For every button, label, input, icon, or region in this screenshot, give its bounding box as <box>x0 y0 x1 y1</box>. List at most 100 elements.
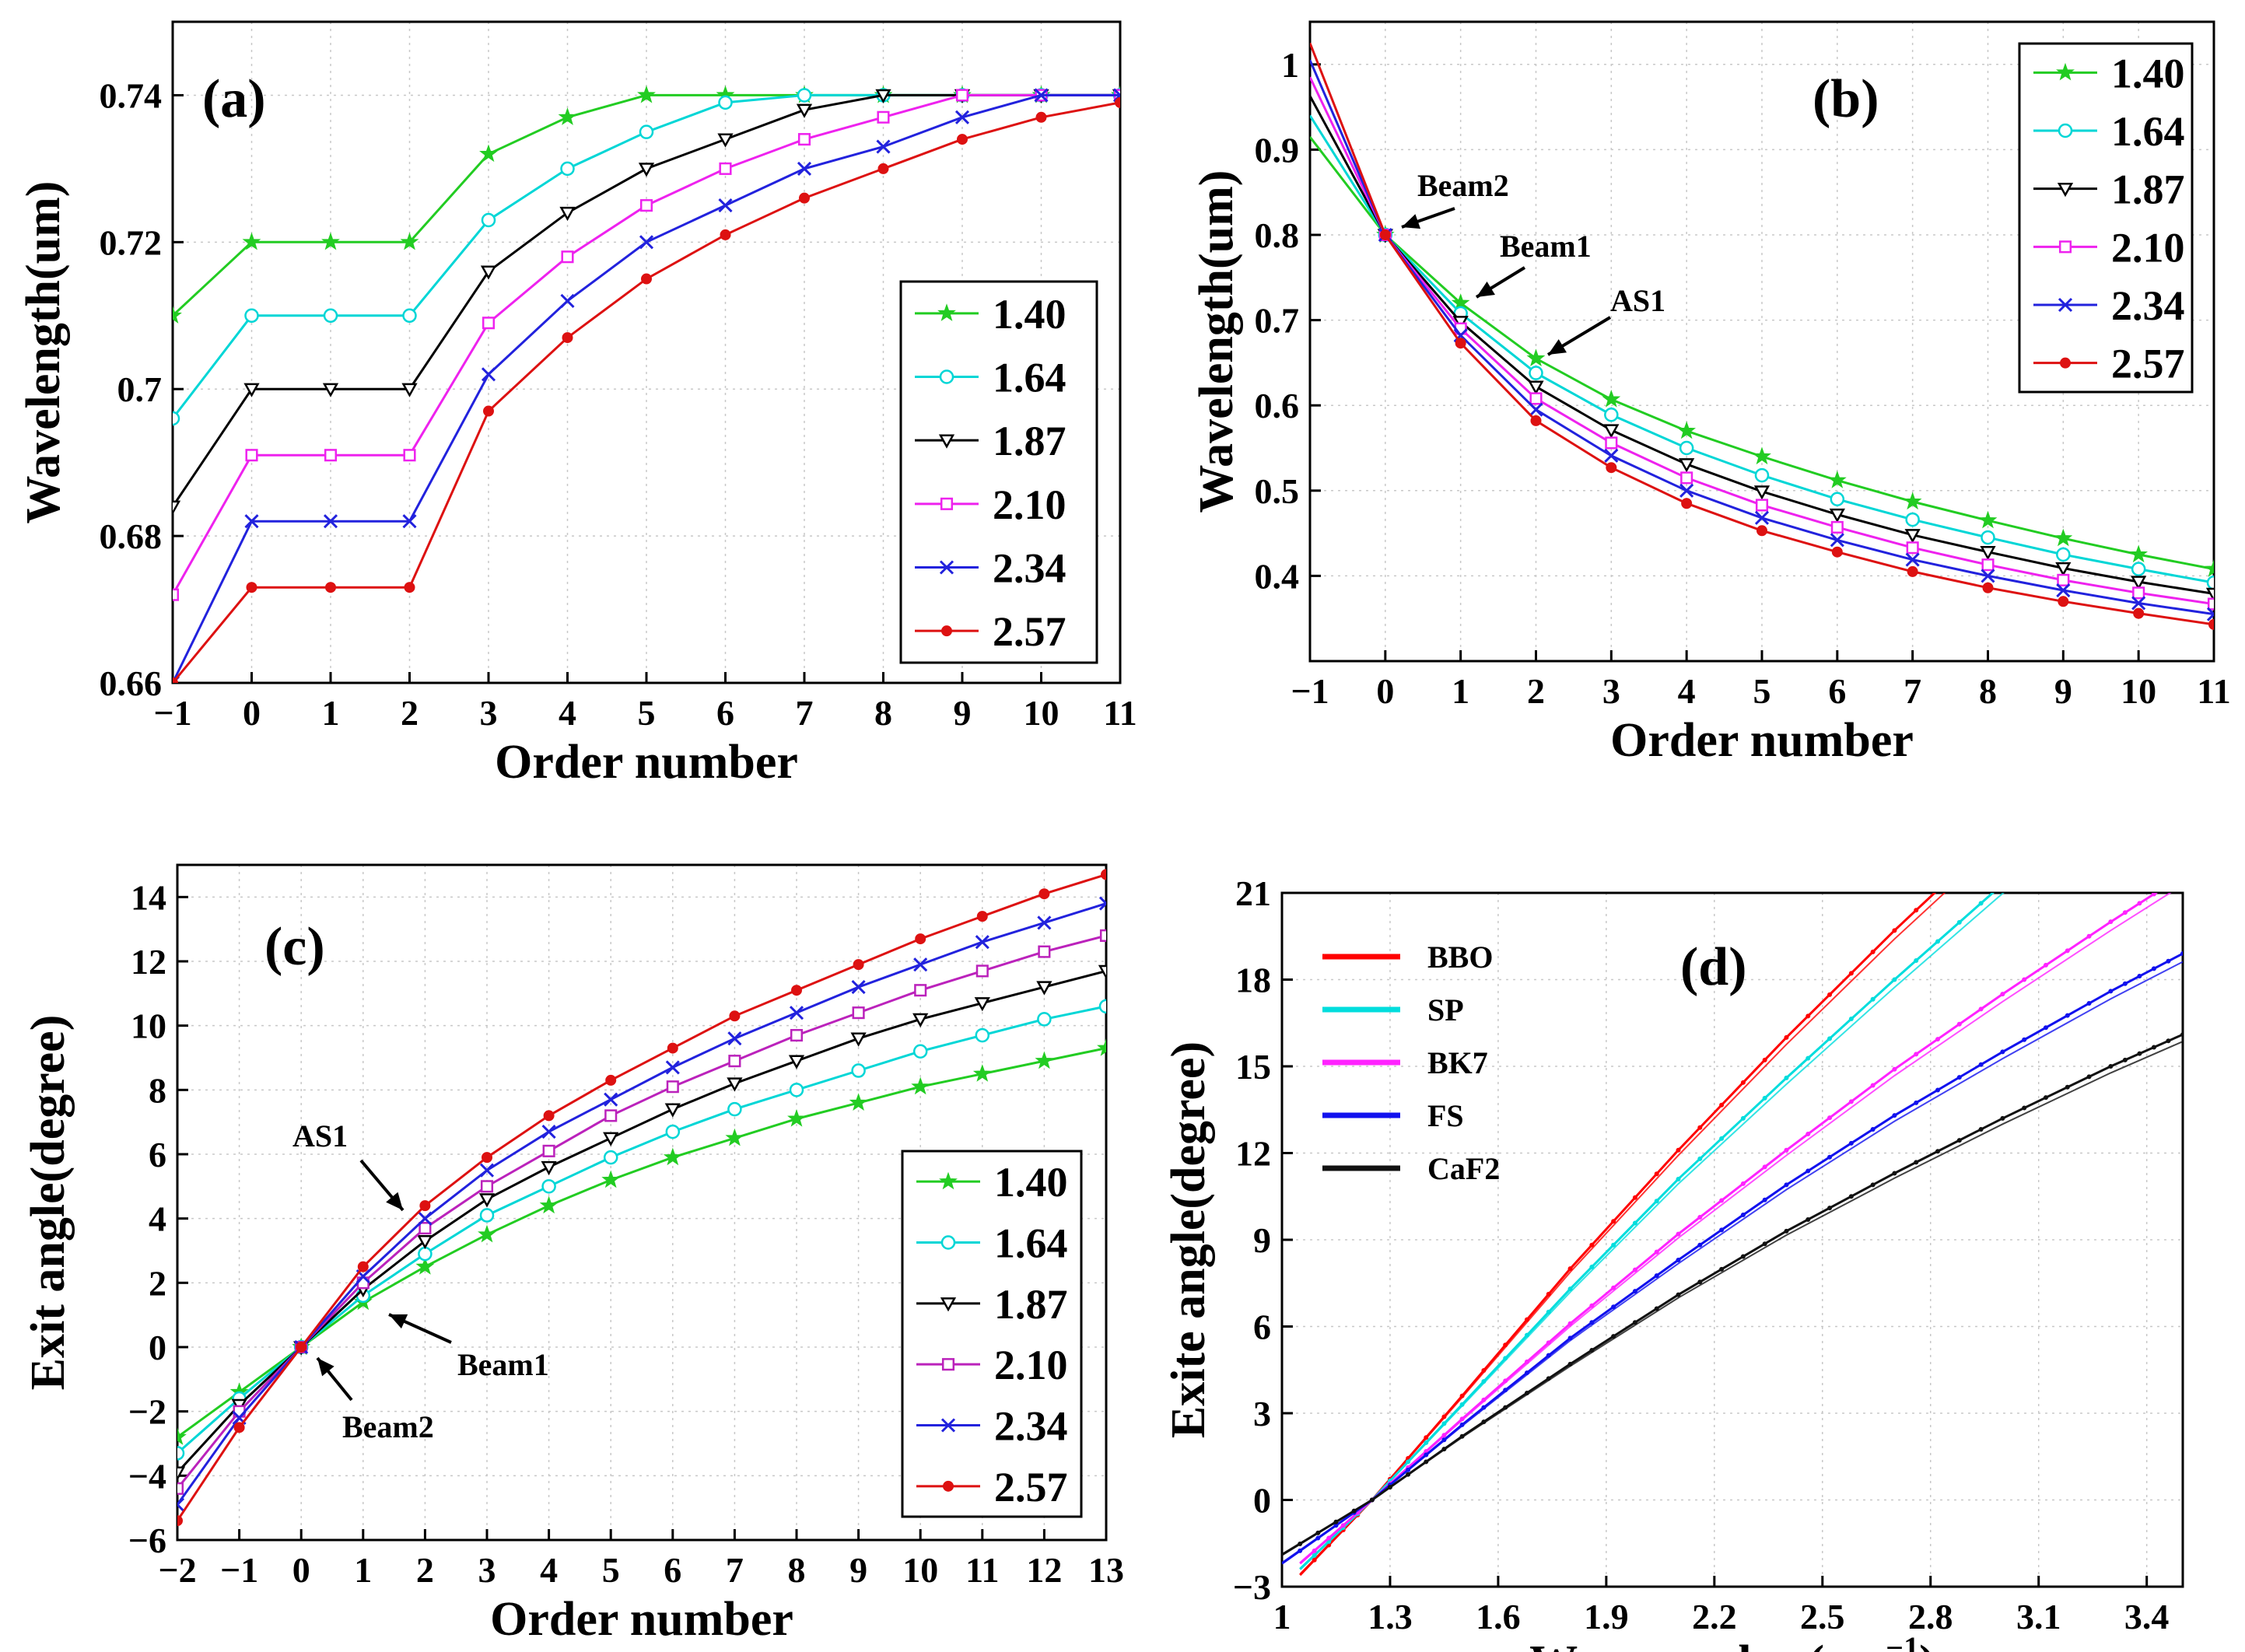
data-point-BK7 <box>1740 1181 1746 1186</box>
data-point-BBO <box>1805 1013 1811 1019</box>
annotation-beam2: Beam2 <box>1417 168 1509 203</box>
data-point-CaF2 <box>1567 1361 1573 1367</box>
data-point-2.10 <box>245 449 258 462</box>
data-point-1.40 <box>911 1076 930 1095</box>
data-point-2.10 <box>1680 471 1693 485</box>
data-point-1.64 <box>2056 547 2071 562</box>
data-point-CaF2 <box>1762 1241 1767 1247</box>
data-point-BBO <box>1567 1266 1573 1272</box>
legend-label: 2.10 <box>993 481 1066 528</box>
legend-label: 2.34 <box>993 545 1066 592</box>
data-point-BBO <box>1459 1393 1465 1398</box>
y-tick-label: 14 <box>131 877 166 917</box>
data-point-FS <box>1567 1335 1573 1341</box>
data-point-2.57 <box>1606 462 1617 474</box>
data-point-1.40 <box>400 232 419 250</box>
data-point-2.57 <box>1101 869 1106 880</box>
data-point-2.34 <box>851 980 866 995</box>
data-point-CaF2 <box>1740 1254 1746 1259</box>
legend-label: 2.10 <box>994 1342 1068 1388</box>
data-point-2.34 <box>1034 88 1049 103</box>
data-point-FS <box>2022 1037 2027 1042</box>
x-tick-label: −1 <box>1291 671 1329 711</box>
data-point-1.64 <box>727 1101 742 1117</box>
data-point-2.10 <box>719 162 732 175</box>
data-point-FS <box>1632 1289 1637 1294</box>
data-point-1.87 <box>1098 964 1106 979</box>
data-point-1.87 <box>559 206 576 222</box>
data-point-1.40 <box>1097 1038 1106 1056</box>
axes-box <box>176 863 1108 1542</box>
data-point-2.10 <box>639 199 653 212</box>
data-point-2.34 <box>789 1006 804 1020</box>
data-point-2.34 <box>718 198 733 213</box>
data-point-SP <box>1914 957 1919 963</box>
data-point-CaF2 <box>1632 1320 1637 1325</box>
series-2.57 <box>177 869 1106 1527</box>
y-tick-label: 8 <box>149 1070 166 1110</box>
x-axis-label-main: Wavenumber(cm <box>1529 1636 1886 1652</box>
y-tick-label: 10 <box>131 1006 166 1046</box>
data-point-1.64 <box>851 1063 866 1078</box>
legend-marker-2.10 <box>2058 240 2072 254</box>
data-point-1.87 <box>603 1132 619 1146</box>
legend-label: BK7 <box>1427 1045 1488 1080</box>
data-point-SP <box>1784 1075 1789 1080</box>
data-point-CaF2 <box>1892 1171 1897 1176</box>
x-tick-label: 5 <box>638 693 656 733</box>
data-point-1.40 <box>177 1427 187 1445</box>
data-point-1.64 <box>1679 440 1694 456</box>
data-point-BK7 <box>2122 910 2128 915</box>
data-point-BK7 <box>1848 1099 1854 1104</box>
data-point-2.10 <box>403 449 416 462</box>
legend-label: 1.40 <box>994 1159 1068 1206</box>
annotation-beam1: Beam1 <box>457 1347 549 1382</box>
data-point-2.10 <box>1906 541 1919 555</box>
x-tick-label: 0 <box>243 693 261 733</box>
data-point-BBO <box>1424 1435 1429 1440</box>
data-point-BK7 <box>1611 1285 1616 1290</box>
series-line-secondary-FS <box>1282 961 2183 1563</box>
data-point-1.64 <box>1098 999 1106 1014</box>
data-point-FS <box>1697 1242 1703 1248</box>
data-point-BBO <box>1611 1219 1616 1224</box>
data-point-FS <box>1315 1535 1321 1541</box>
data-point-FS <box>2166 958 2171 964</box>
data-point-2.10 <box>419 1222 432 1235</box>
x-tick-label: 1 <box>1452 671 1469 711</box>
data-point-1.87 <box>2055 562 2072 577</box>
data-point-2.57 <box>1907 565 1918 577</box>
data-point-2.57 <box>957 134 968 145</box>
data-point-CaF2 <box>2022 1105 2027 1111</box>
x-axis-label-suffix: ) <box>1919 1636 1935 1652</box>
data-point-FS <box>2151 966 2156 971</box>
legend-marker-2.34 <box>2058 297 2073 313</box>
data-point-FS <box>1762 1197 1767 1202</box>
legend-label: 2.57 <box>2111 341 2185 387</box>
data-point-1.87 <box>796 103 813 118</box>
data-point-BK7 <box>1503 1378 1508 1384</box>
data-point-FS <box>2065 1013 2070 1018</box>
data-point-CaF2 <box>1315 1530 1321 1535</box>
data-point-2.34 <box>244 514 259 529</box>
data-point-2.34 <box>1529 402 1543 417</box>
data-point-FS <box>1654 1273 1659 1279</box>
data-point-2.34 <box>1098 896 1106 911</box>
annotation-beam1: Beam1 <box>1500 229 1592 264</box>
data-point-1.87 <box>1980 546 1996 561</box>
data-point-BK7 <box>1762 1164 1767 1170</box>
data-point-2.10 <box>2057 573 2070 586</box>
data-point-2.10 <box>177 1482 184 1495</box>
x-tick-label: 8 <box>788 1550 806 1590</box>
legend-label: 1.87 <box>2111 166 2185 213</box>
x-tick-label: 3 <box>1602 671 1620 711</box>
data-point-1.40 <box>415 1257 435 1275</box>
data-point-BK7 <box>1676 1231 1681 1237</box>
data-point-FS <box>1740 1213 1746 1218</box>
x-tick-label: 2 <box>416 1550 434 1590</box>
data-point-1.40 <box>2054 528 2073 547</box>
data-point-CaF2 <box>1524 1390 1529 1395</box>
y-tick-label: 0.66 <box>100 663 163 703</box>
y-tick-label: −4 <box>128 1456 166 1496</box>
